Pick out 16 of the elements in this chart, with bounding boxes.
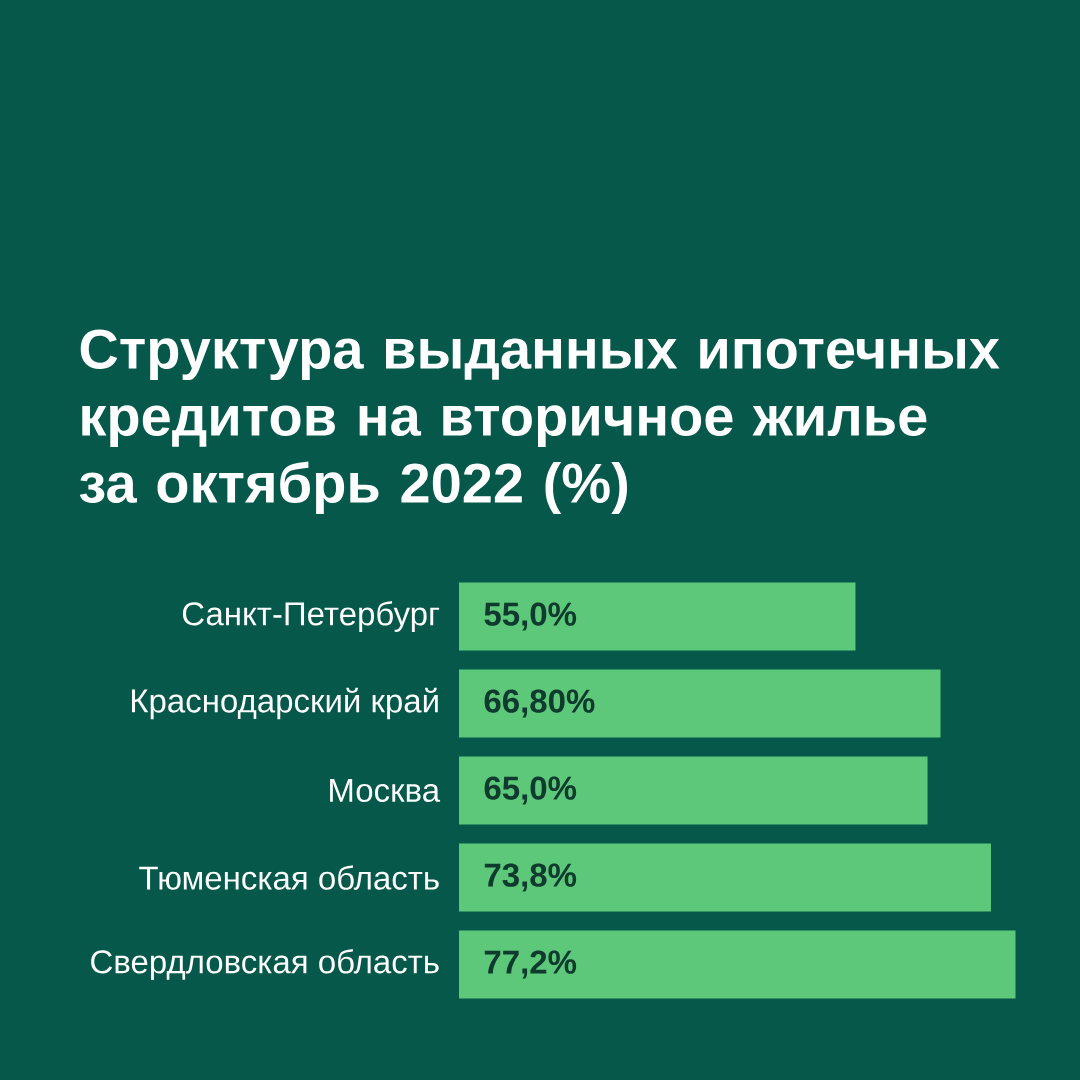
y-tick-label: Санкт-Петербург <box>182 600 440 633</box>
bar <box>459 843 991 912</box>
bar <box>459 582 856 651</box>
chart-title: Структура выданных ипотечных кредитов на вторичное жилье за октябрь 2022 (%) <box>79 329 1000 515</box>
y-tick-label: Свердловская область <box>91 948 439 981</box>
data-label: 55,0% <box>484 602 577 631</box>
y-tick-label: Москва <box>330 778 441 803</box>
data-label: 65,0% <box>484 776 577 805</box>
data-label: 66,80% <box>484 689 595 718</box>
bar <box>459 930 1016 999</box>
data-label: 73,8% <box>484 863 577 892</box>
y-tick-label: Краснодарский край <box>131 687 438 720</box>
y-tick-label: Тюменская область <box>139 865 439 890</box>
bar <box>459 669 941 738</box>
data-label: 77,2% <box>484 950 577 979</box>
bar <box>459 756 928 825</box>
